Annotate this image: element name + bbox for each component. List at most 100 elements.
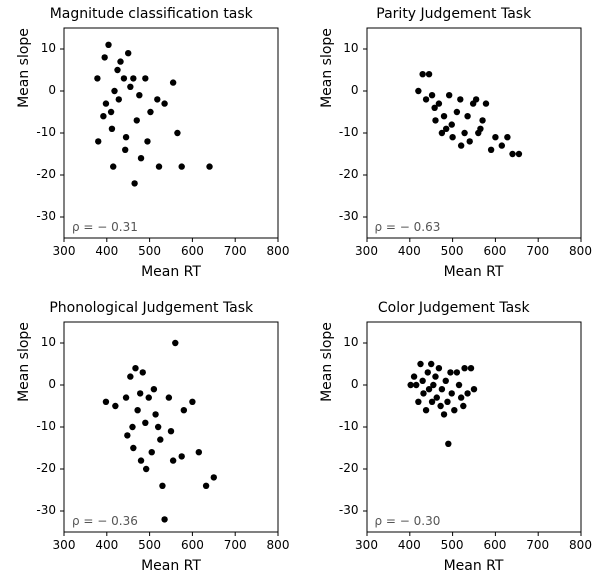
scatter-point bbox=[428, 92, 434, 98]
scatter-point bbox=[151, 386, 157, 392]
scatter-point bbox=[448, 390, 454, 396]
scatter-point bbox=[149, 449, 155, 455]
xtick-label: 300 bbox=[50, 538, 78, 552]
ytick-label: 0 bbox=[351, 377, 359, 391]
xtick-label: 300 bbox=[50, 244, 78, 258]
scatter-point bbox=[449, 134, 455, 140]
xtick-label: 700 bbox=[524, 538, 552, 552]
ytick-label: 0 bbox=[48, 83, 56, 97]
scatter-point bbox=[127, 84, 133, 90]
scatter-point bbox=[130, 445, 136, 451]
scatter-point bbox=[156, 163, 162, 169]
scatter-point bbox=[211, 474, 217, 480]
xtick-label: 400 bbox=[395, 244, 423, 258]
scatter-point bbox=[419, 71, 425, 77]
scatter-point bbox=[142, 420, 148, 426]
scatter-point bbox=[134, 117, 140, 123]
scatter-point bbox=[453, 369, 459, 375]
scatter-point bbox=[457, 96, 463, 102]
scatter-point bbox=[442, 378, 448, 384]
scatter-point bbox=[498, 142, 504, 148]
xtick-label: 600 bbox=[481, 244, 509, 258]
ytick-label: -30 bbox=[339, 503, 359, 517]
panel-title: Phonological Judgement Task bbox=[0, 300, 303, 316]
scatter-point bbox=[464, 113, 470, 119]
scatter-point bbox=[457, 142, 463, 148]
xtick-label: 800 bbox=[567, 244, 595, 258]
scatter-point bbox=[433, 394, 439, 400]
y-axis-label: Mean slope bbox=[319, 257, 335, 467]
scatter-point bbox=[420, 390, 426, 396]
scatter-point bbox=[123, 394, 129, 400]
scatter-point bbox=[422, 407, 428, 413]
scatter-point bbox=[461, 365, 467, 371]
scatter-point bbox=[415, 399, 421, 405]
scatter-point bbox=[432, 373, 438, 379]
scatter-point bbox=[105, 42, 111, 48]
scatter-point bbox=[110, 163, 116, 169]
scatter-point bbox=[138, 457, 144, 463]
scatter-point bbox=[114, 67, 120, 73]
axes-spines bbox=[367, 322, 581, 532]
scatter-point bbox=[122, 147, 128, 153]
scatter-point bbox=[410, 373, 416, 379]
scatter-point bbox=[103, 100, 109, 106]
ytick-label: -30 bbox=[36, 503, 56, 517]
ytick-label: -30 bbox=[36, 209, 56, 223]
xtick-label: 500 bbox=[136, 244, 164, 258]
scatter-point bbox=[448, 121, 454, 127]
xtick-label: 600 bbox=[178, 538, 206, 552]
scatter-point bbox=[442, 126, 448, 132]
figure: { "figure": { "width": 605, "height": 58… bbox=[0, 0, 605, 588]
y-axis-label: Mean slope bbox=[16, 0, 32, 173]
scatter-point bbox=[407, 382, 413, 388]
scatter-point bbox=[112, 403, 118, 409]
scatter-point bbox=[130, 75, 136, 81]
scatter-point bbox=[108, 109, 114, 115]
scatter-point bbox=[455, 382, 461, 388]
scatter-point bbox=[154, 96, 160, 102]
scatter-point bbox=[196, 449, 202, 455]
rho-annotation: ρ = − 0.31 bbox=[72, 220, 138, 234]
scatter-point bbox=[440, 113, 446, 119]
scatter-point bbox=[181, 407, 187, 413]
scatter-point bbox=[152, 411, 158, 417]
scatter-point bbox=[125, 50, 131, 56]
scatter-point bbox=[445, 92, 451, 98]
scatter-point bbox=[179, 453, 185, 459]
scatter-point bbox=[168, 428, 174, 434]
ytick-label: -30 bbox=[339, 209, 359, 223]
scatter-point bbox=[419, 378, 425, 384]
scatter-point bbox=[123, 134, 129, 140]
scatter-point bbox=[131, 180, 137, 186]
axes-spines bbox=[367, 28, 581, 238]
xtick-label: 400 bbox=[395, 538, 423, 552]
panel-parity: Parity Judgement Task300400500600700800-… bbox=[303, 0, 605, 294]
xtick-label: 300 bbox=[353, 244, 381, 258]
x-axis-label: Mean RT bbox=[64, 264, 278, 280]
scatter-point bbox=[111, 88, 117, 94]
y-axis-label: Mean slope bbox=[319, 0, 335, 173]
scatter-point bbox=[445, 441, 451, 447]
panel-magnitude: Magnitude classification task30040050060… bbox=[0, 0, 303, 294]
scatter-point bbox=[157, 436, 163, 442]
scatter-point bbox=[428, 361, 434, 367]
scatter-point bbox=[447, 369, 453, 375]
xtick-label: 400 bbox=[93, 244, 121, 258]
xtick-label: 300 bbox=[353, 538, 381, 552]
scatter-point bbox=[155, 424, 161, 430]
ytick-label: -10 bbox=[339, 419, 359, 433]
scatter-point bbox=[430, 382, 436, 388]
scatter-point bbox=[477, 126, 483, 132]
xtick-label: 700 bbox=[221, 244, 249, 258]
scatter-point bbox=[95, 138, 101, 144]
xtick-label: 800 bbox=[567, 538, 595, 552]
scatter-point bbox=[103, 399, 109, 405]
y-axis-label: Mean slope bbox=[16, 257, 32, 467]
scatter-point bbox=[100, 113, 106, 119]
scatter-point bbox=[138, 155, 144, 161]
scatter-point bbox=[479, 117, 485, 123]
rho-annotation: ρ = − 0.30 bbox=[375, 514, 441, 528]
scatter-point bbox=[147, 109, 153, 115]
scatter-point bbox=[413, 382, 419, 388]
